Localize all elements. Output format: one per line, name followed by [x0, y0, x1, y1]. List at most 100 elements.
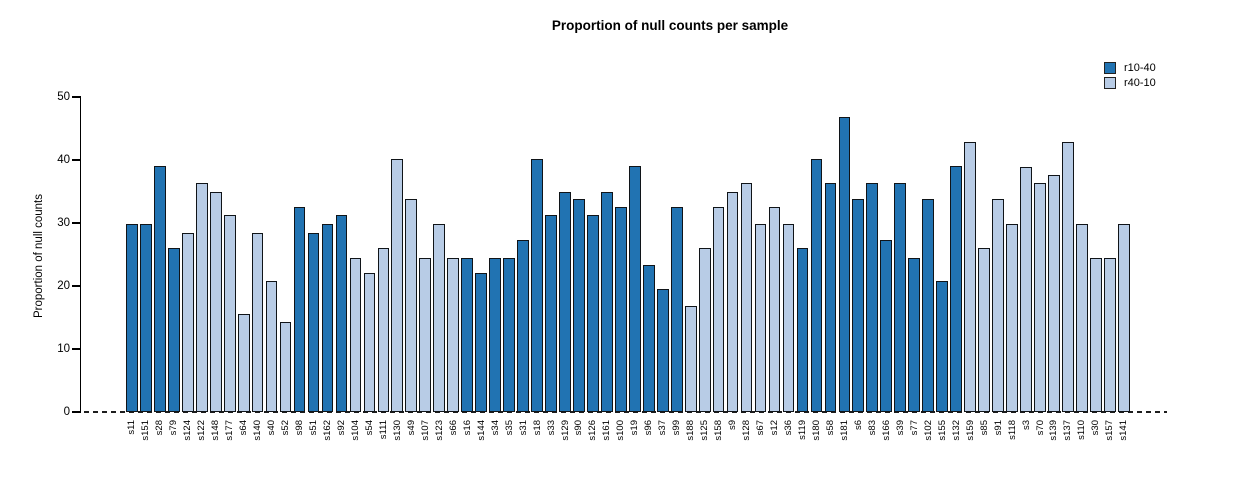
- bar: [810, 158, 823, 412]
- x-tick-label: s128: [741, 420, 753, 441]
- x-tick-label: s3: [1020, 420, 1032, 431]
- bar: [405, 199, 418, 412]
- bar: [447, 257, 460, 412]
- y-tick-label: 30: [57, 217, 70, 229]
- x-tick-label: s166: [880, 420, 892, 441]
- bar: [489, 257, 501, 412]
- x-tick-label: s39: [894, 420, 906, 436]
- x-tick-label: s130: [391, 420, 403, 441]
- x-tick-label: s181: [838, 420, 850, 441]
- x-tick-label: s33: [545, 420, 557, 436]
- legend-item: r10-40: [1104, 61, 1156, 75]
- bar: [307, 232, 320, 412]
- bar: [601, 191, 613, 412]
- x-tick-label: s79: [168, 420, 180, 436]
- x-tick-label: s125: [699, 420, 711, 441]
- bar: [1006, 224, 1018, 412]
- bar: [321, 224, 334, 412]
- bar: [1062, 142, 1074, 412]
- y-tick: [72, 348, 80, 350]
- bar: [642, 265, 655, 412]
- x-tick-label: s155: [936, 420, 948, 441]
- x-tick-label: s28: [154, 420, 166, 436]
- bar: [433, 224, 446, 412]
- x-tick-label: s90: [573, 420, 585, 436]
- x-tick-label: s19: [629, 420, 641, 436]
- bar: [531, 158, 543, 412]
- x-tick-label: s91: [992, 420, 1004, 436]
- x-tick-label: s54: [363, 420, 375, 436]
- x-tick-label: s180: [810, 420, 822, 441]
- bar: [391, 158, 404, 412]
- x-tick-label: s11: [126, 420, 138, 435]
- x-tick-label: s16: [461, 420, 473, 436]
- bar: [223, 215, 236, 412]
- x-tick-label: s64: [238, 420, 250, 436]
- bar: [992, 199, 1004, 412]
- bar: [852, 199, 865, 412]
- bar: [461, 257, 474, 412]
- y-tick: [72, 159, 80, 161]
- bar: [782, 224, 795, 412]
- bar: [754, 224, 767, 412]
- x-tick-label: s98: [294, 420, 305, 436]
- bar: [279, 321, 292, 412]
- x-tick-label: s31: [517, 420, 529, 436]
- bar: [237, 313, 250, 412]
- bar: [684, 305, 697, 412]
- bar: [209, 191, 222, 412]
- bar: [475, 273, 488, 412]
- x-tick-label: s40: [266, 420, 278, 436]
- x-tick-label: s36: [783, 420, 794, 436]
- x-tick-label: s111: [377, 420, 389, 440]
- legend-swatch: [1104, 62, 1116, 74]
- bar: [712, 207, 725, 413]
- bar: [615, 207, 627, 413]
- bar: [349, 257, 362, 412]
- y-tick: [72, 222, 80, 224]
- bar: [517, 240, 529, 412]
- x-tick-label: s139: [1048, 420, 1060, 441]
- bar: [922, 199, 935, 412]
- bar: [419, 257, 432, 412]
- x-tick-label: s85: [978, 420, 990, 436]
- bar: [573, 199, 585, 412]
- bar: [698, 248, 711, 412]
- bar: [587, 215, 599, 412]
- bar: [950, 166, 962, 412]
- x-tick-label: s159: [964, 420, 976, 441]
- x-tick-label: s102: [922, 420, 934, 441]
- x-tick-label: s140: [252, 420, 264, 441]
- bar: [978, 248, 990, 412]
- x-tick-label: s30: [1090, 420, 1102, 436]
- bar: [559, 191, 571, 412]
- bar: [880, 240, 893, 412]
- legend-label: r10-40: [1124, 62, 1156, 74]
- x-tick-label: s34: [489, 420, 501, 436]
- x-tick-label: s148: [210, 420, 222, 441]
- x-tick-label: s161: [601, 420, 613, 441]
- x-tick-label: s158: [713, 420, 725, 441]
- y-tick-label: 10: [57, 343, 70, 355]
- bar: [335, 215, 348, 412]
- bar: [167, 248, 180, 412]
- x-tick-label: s119: [797, 420, 808, 440]
- x-tick-label: s110: [1076, 420, 1088, 440]
- bar: [265, 281, 278, 412]
- bar: [796, 248, 809, 412]
- x-tick-label: s162: [322, 420, 333, 441]
- y-axis-label: Proportion of null counts: [33, 193, 45, 319]
- bar: [726, 191, 739, 412]
- x-tick-label: s144: [475, 420, 487, 441]
- x-tick-label: s132: [950, 420, 962, 441]
- x-tick-label: s92: [335, 420, 347, 436]
- x-tick-label: s9: [727, 420, 739, 431]
- bar: [195, 182, 208, 412]
- bar: [293, 207, 306, 413]
- bar: [251, 232, 264, 412]
- x-tick-label: s49: [405, 420, 417, 436]
- x-tick-label: s67: [755, 420, 766, 436]
- legend: r10-40 r40-10: [1104, 61, 1156, 91]
- x-tick-label: s129: [559, 420, 571, 441]
- x-tick-label: s141: [1118, 420, 1130, 441]
